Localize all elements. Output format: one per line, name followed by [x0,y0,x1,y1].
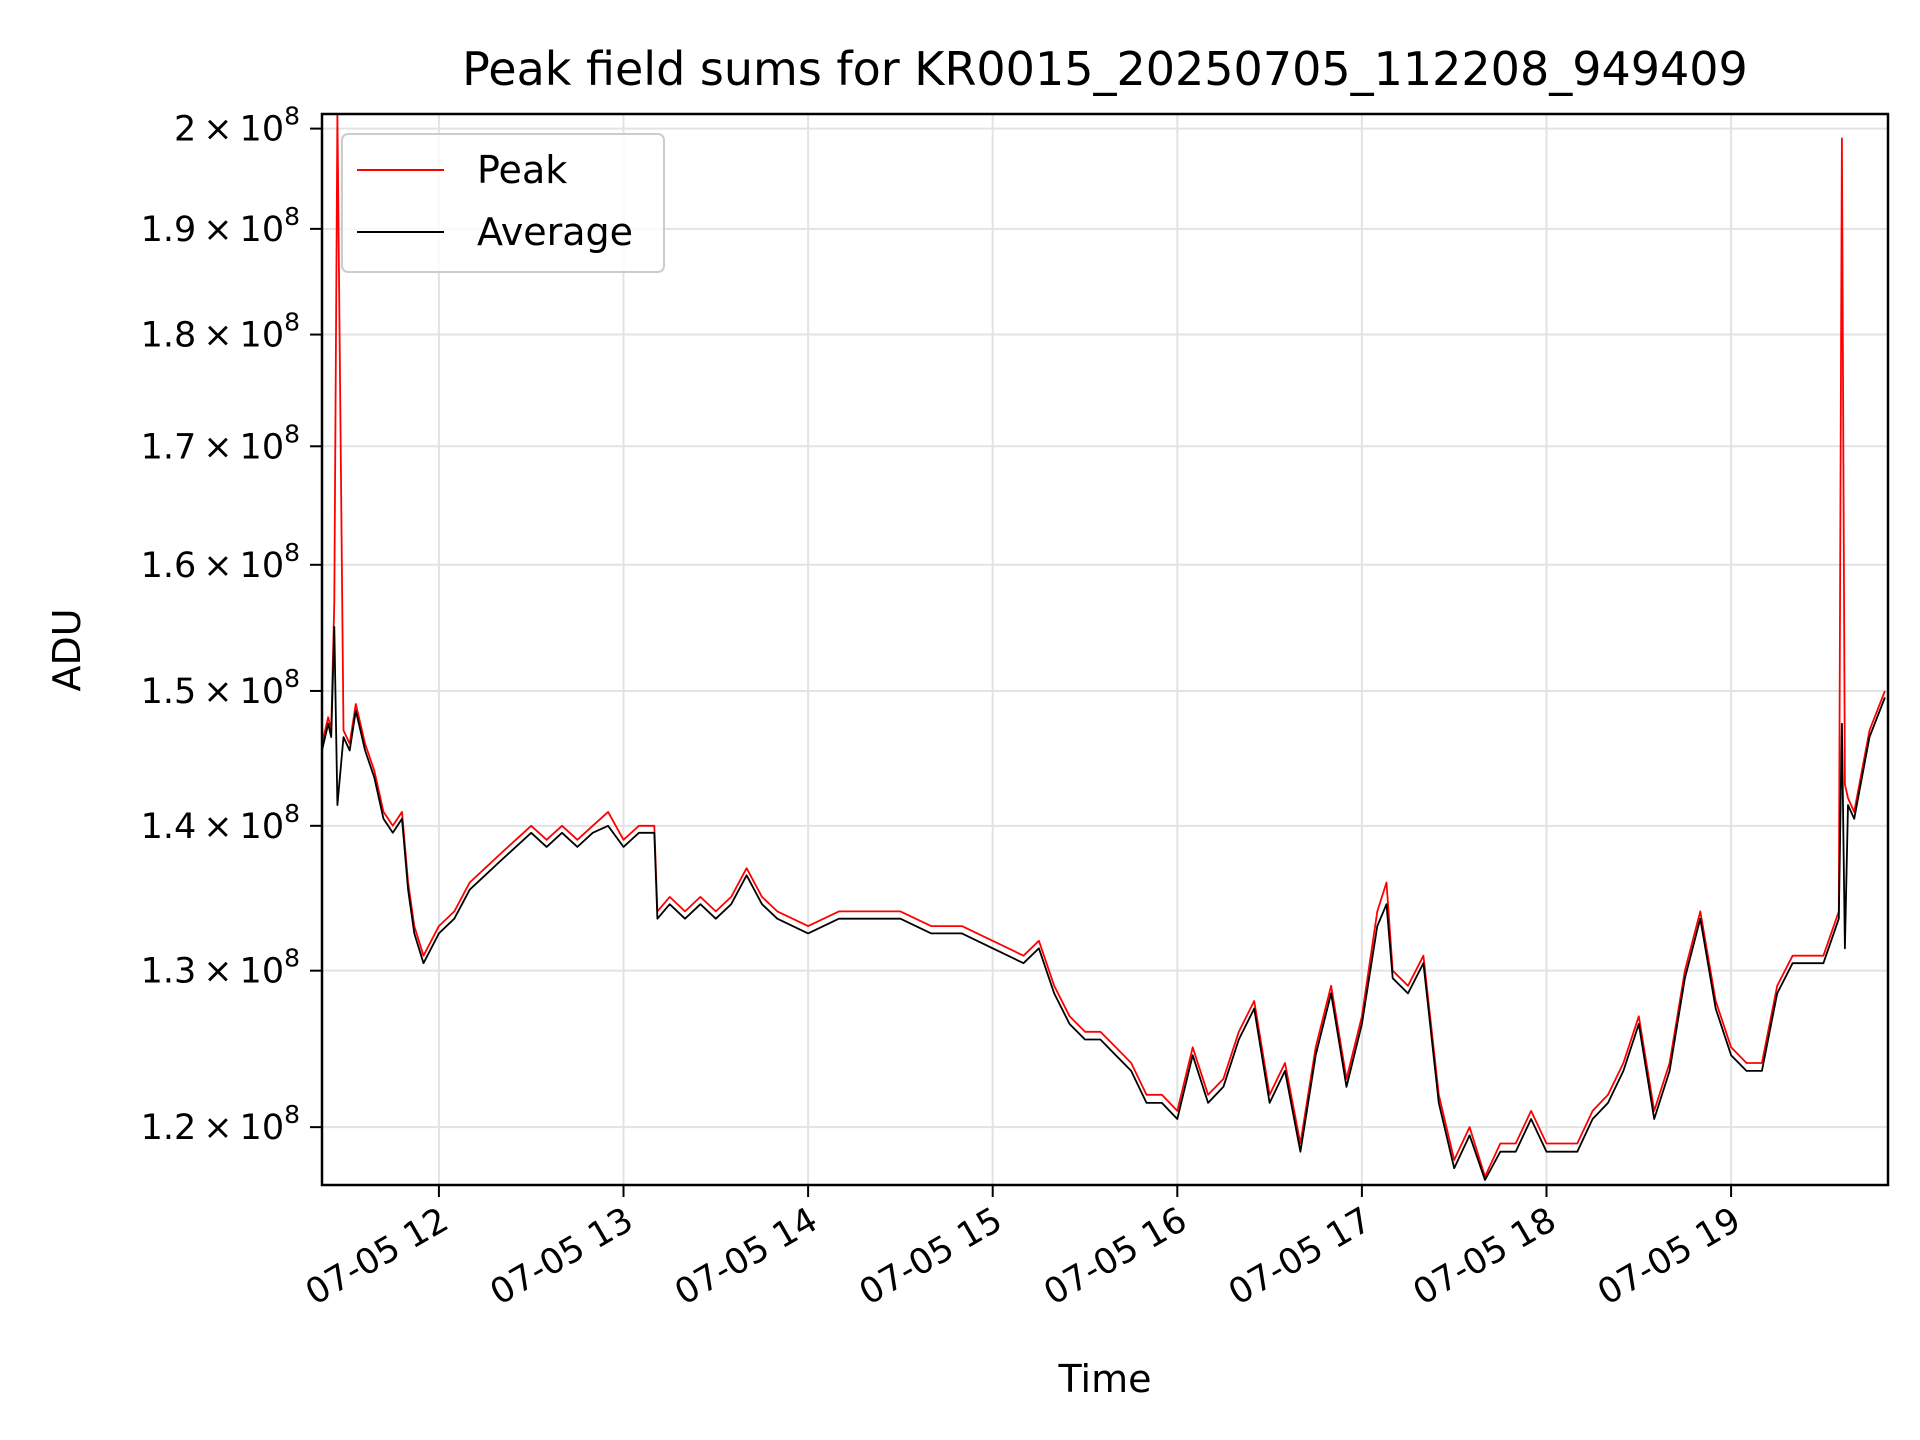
y-tick-label: 1.4 × 108 [141,799,300,847]
legend-label-peak: Peak [477,148,567,192]
y-tick-label: 1.3 × 108 [141,944,300,992]
series-line-average [321,626,1886,1181]
x-tick-label: 07-05 14 [668,1200,824,1313]
x-tick-label: 07-05 17 [1222,1200,1378,1313]
y-tick-label: 1.6 × 108 [141,538,300,586]
chart-title: Peak field sums for KR0015_20250705_1122… [462,42,1748,96]
x-axis-label: Time [1058,1357,1152,1401]
grid [322,114,1888,1185]
plot-frame [320,112,1890,1187]
x-tick-label: 07-05 18 [1407,1200,1563,1313]
x-axis: 07-05 12 07-05 13 07-05 14 07-05 15 07-05 16… [299,1185,1748,1313]
x-tick-label: 07-05 12 [299,1200,455,1313]
series-line-peak [321,113,1886,1178]
legend-label-average: Average [477,210,633,254]
y-tick-label: 1.2 × 108 [141,1100,300,1148]
y-axis: 1.2 × 108 1.3 × 108 1.4 × 108 1.5 × 108 1.6 … [141,102,322,1148]
legend-box [341,133,665,273]
x-tick-label: 07-05 19 [1591,1200,1747,1313]
y-tick-label: 1.8 × 108 [141,308,300,356]
y-tick-label: 1.9 × 108 [141,202,300,250]
x-tick-label: 07-05 15 [853,1200,1009,1313]
y-axis-label: ADU [45,608,89,691]
y-tick-label: 2 × 108 [174,102,300,150]
y-tick-label: 1.7 × 108 [141,419,300,467]
x-tick-label: 07-05 13 [484,1200,640,1313]
x-tick-label: 07-05 16 [1038,1200,1194,1313]
series-lines [321,113,1886,1181]
y-tick-label: 1.5 × 108 [141,664,300,712]
legend: Peak Average [341,133,665,273]
